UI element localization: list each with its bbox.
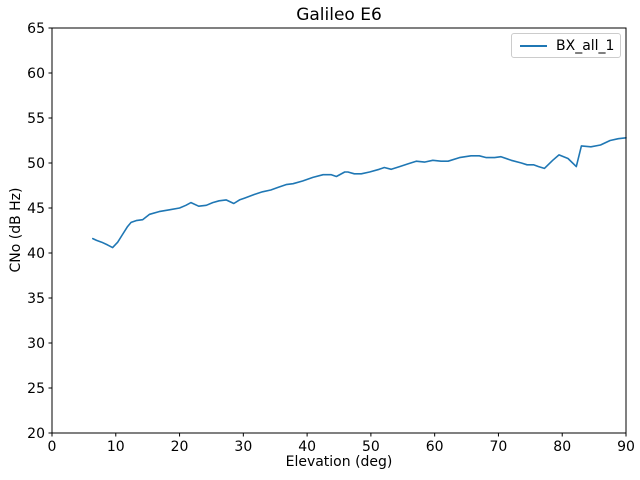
x-tick-label: 20 xyxy=(171,439,189,455)
axes-spines xyxy=(51,27,627,434)
legend-label: BX_all_1 xyxy=(556,37,615,54)
x-tick-label: 10 xyxy=(107,439,125,455)
y-tick-label: 50 xyxy=(27,156,45,172)
chart-title: Galileo E6 xyxy=(296,5,382,25)
x-tick-label: 40 xyxy=(298,439,316,455)
x-tick-label: 80 xyxy=(553,439,571,455)
y-tick-label: 25 xyxy=(27,381,45,397)
x-tick-label: 60 xyxy=(426,439,444,455)
x-tick-label: 30 xyxy=(234,439,252,455)
y-axis-label: CNo (dB Hz) xyxy=(8,187,24,273)
x-tick-label: 0 xyxy=(48,439,57,455)
y-tick-label: 20 xyxy=(27,426,45,442)
y-tick-label: 35 xyxy=(27,291,45,307)
y-tick-label: 65 xyxy=(27,21,45,37)
x-axis-label: Elevation (deg) xyxy=(285,454,393,470)
y-tick-label: 60 xyxy=(27,66,45,82)
y-tick-label: 40 xyxy=(27,246,45,262)
x-tick-label: 90 xyxy=(617,439,635,455)
y-tick-label: 45 xyxy=(27,201,45,217)
legend: BX_all_1 xyxy=(511,33,621,58)
legend-line-sample-icon xyxy=(520,44,547,47)
data-line xyxy=(92,137,627,249)
y-tick-label: 30 xyxy=(27,336,45,352)
y-tick-label: 55 xyxy=(27,111,45,127)
x-tick-label: 70 xyxy=(490,439,508,455)
x-tick-label: 50 xyxy=(362,439,380,455)
